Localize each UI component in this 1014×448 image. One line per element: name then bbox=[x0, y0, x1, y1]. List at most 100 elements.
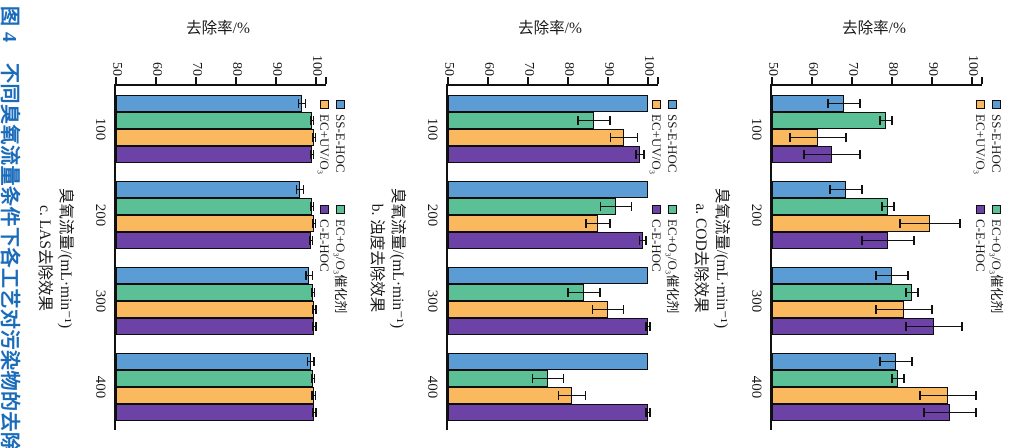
error-bar-cap-bottom bbox=[638, 236, 641, 245]
error-bar-cap-bottom bbox=[645, 322, 647, 331]
y-tick-label: 50 bbox=[441, 62, 456, 76]
error-bar-cap-top bbox=[609, 219, 611, 228]
error-bar-cap-top bbox=[649, 322, 651, 331]
error-bar-cap-top bbox=[312, 202, 315, 211]
error-bar-cap-bottom bbox=[879, 357, 881, 366]
category-label: 300 bbox=[92, 289, 108, 313]
bar bbox=[448, 198, 616, 215]
error-bar-cap-bottom bbox=[310, 288, 313, 297]
y-tick-label: 70 bbox=[845, 62, 860, 76]
error-bar-cap-bottom bbox=[310, 374, 312, 383]
legend-swatch bbox=[976, 100, 985, 109]
bar bbox=[448, 232, 643, 249]
error-bar-cap-top bbox=[312, 116, 315, 125]
error-bar-cap-top bbox=[312, 236, 314, 245]
y-tick bbox=[931, 77, 933, 85]
error-bar-cap-bottom bbox=[645, 408, 647, 417]
bar bbox=[448, 353, 648, 370]
legend-label: EC+O₃/O₃催化剂 bbox=[333, 219, 348, 314]
bar bbox=[448, 318, 648, 335]
error-bar-cap-top bbox=[636, 133, 638, 142]
error-bar-cap-bottom bbox=[577, 116, 579, 125]
legend-swatch bbox=[336, 205, 345, 214]
bar bbox=[116, 318, 315, 335]
y-tick-label: 80 bbox=[885, 62, 900, 76]
x-axis-title: 臭氧流量/(mL·min⁻¹) bbox=[713, 187, 730, 329]
legend-label: EC+O₃/O₃催化剂 bbox=[989, 219, 1004, 314]
bar bbox=[116, 146, 312, 163]
y-axis-title: 去除率/% bbox=[518, 20, 582, 37]
error-bar-cap-bottom bbox=[298, 99, 300, 108]
error-bar-cap-top bbox=[584, 391, 586, 400]
error-bar-cap-top bbox=[845, 133, 847, 142]
legend-label: EC+O₃/O₃催化剂 bbox=[665, 219, 680, 314]
error-bar-cap-bottom bbox=[881, 202, 883, 211]
bar bbox=[772, 198, 888, 215]
y-axis-title: 去除率/% bbox=[842, 20, 906, 37]
error-bar-cap-bottom bbox=[919, 391, 921, 400]
bar bbox=[116, 301, 315, 318]
category-label: 100 bbox=[92, 117, 108, 141]
x-axis-title: 臭氧流量/(mL·min⁻¹) bbox=[389, 187, 406, 329]
bar bbox=[116, 267, 310, 284]
error-bar-cap-bottom bbox=[531, 374, 534, 383]
error-bar-cap-top bbox=[562, 374, 565, 383]
error-bar-cap-bottom bbox=[306, 357, 309, 366]
error-bar-cap-bottom bbox=[923, 408, 925, 417]
error-bar-cap-bottom bbox=[600, 202, 602, 211]
chart-c-las-removal: 去除率/% 臭氧流量/(mL·min⁻¹) c. LAS去除效果 50 60 70 8… bbox=[26, 0, 358, 448]
error-bar-line bbox=[586, 222, 610, 225]
bar bbox=[116, 387, 314, 404]
category-label: 200 bbox=[748, 203, 764, 227]
error-bar-cap-top bbox=[312, 150, 315, 159]
error-bar-cap-top bbox=[959, 219, 961, 228]
error-bar-cap-bottom bbox=[309, 150, 312, 159]
error-bar-cap-bottom bbox=[312, 408, 314, 417]
bar bbox=[116, 129, 314, 146]
category-label: 200 bbox=[92, 203, 108, 227]
bar bbox=[448, 181, 648, 198]
category-label: 300 bbox=[748, 289, 764, 313]
error-bar-cap-top bbox=[311, 271, 314, 280]
legend-swatch bbox=[992, 100, 1001, 109]
error-bar-cap-top bbox=[315, 408, 317, 417]
legend-label: EC+UV/O₃ bbox=[317, 114, 332, 175]
legend-swatch bbox=[992, 205, 1001, 214]
error-bar-cap-top bbox=[599, 288, 601, 297]
error-bar-cap-top bbox=[315, 305, 317, 314]
y-tick-label: 60 bbox=[149, 62, 164, 76]
y-axis-spine bbox=[770, 84, 982, 86]
y-tick bbox=[851, 77, 853, 85]
error-bar-cap-top bbox=[931, 305, 933, 314]
error-bar-cap-top bbox=[643, 150, 645, 159]
legend-label: C-E-HOC bbox=[317, 219, 332, 272]
error-bar-cap-bottom bbox=[567, 288, 569, 297]
y-axis-end-tick bbox=[325, 77, 327, 85]
error-bar-cap-bottom bbox=[296, 185, 298, 194]
error-bar-cap-top bbox=[903, 374, 905, 383]
x-axis-title: 臭氧流量/(mL·min⁻¹) bbox=[57, 187, 74, 329]
error-bar-line bbox=[880, 360, 912, 363]
y-tick bbox=[315, 77, 317, 85]
bar bbox=[116, 404, 315, 421]
error-bar-cap-bottom bbox=[305, 271, 307, 280]
legend-label: C-E-HOC bbox=[973, 219, 988, 272]
caption-block: 图 4 不同臭氧流量条件下各工艺对污染物的去除效果 bbox=[0, 0, 26, 448]
error-bar-line bbox=[804, 153, 860, 156]
error-bar-cap-top bbox=[907, 271, 909, 280]
y-tick-label: 60 bbox=[481, 62, 496, 76]
error-bar-line bbox=[876, 308, 932, 311]
bar bbox=[448, 284, 584, 301]
y-tick-label: 90 bbox=[601, 62, 616, 76]
category-label: 300 bbox=[424, 289, 440, 313]
category-label: 100 bbox=[748, 117, 764, 141]
legend-label: EC+UV/O₃ bbox=[649, 114, 664, 175]
error-bar-cap-top bbox=[313, 374, 316, 383]
error-bar-cap-top bbox=[630, 202, 632, 211]
y-tick bbox=[811, 77, 813, 85]
category-label: 400 bbox=[748, 375, 764, 399]
error-bar-cap-top bbox=[304, 99, 306, 108]
category-label: 400 bbox=[424, 375, 440, 399]
y-tick-label: 60 bbox=[805, 62, 820, 76]
y-tick bbox=[891, 77, 893, 85]
